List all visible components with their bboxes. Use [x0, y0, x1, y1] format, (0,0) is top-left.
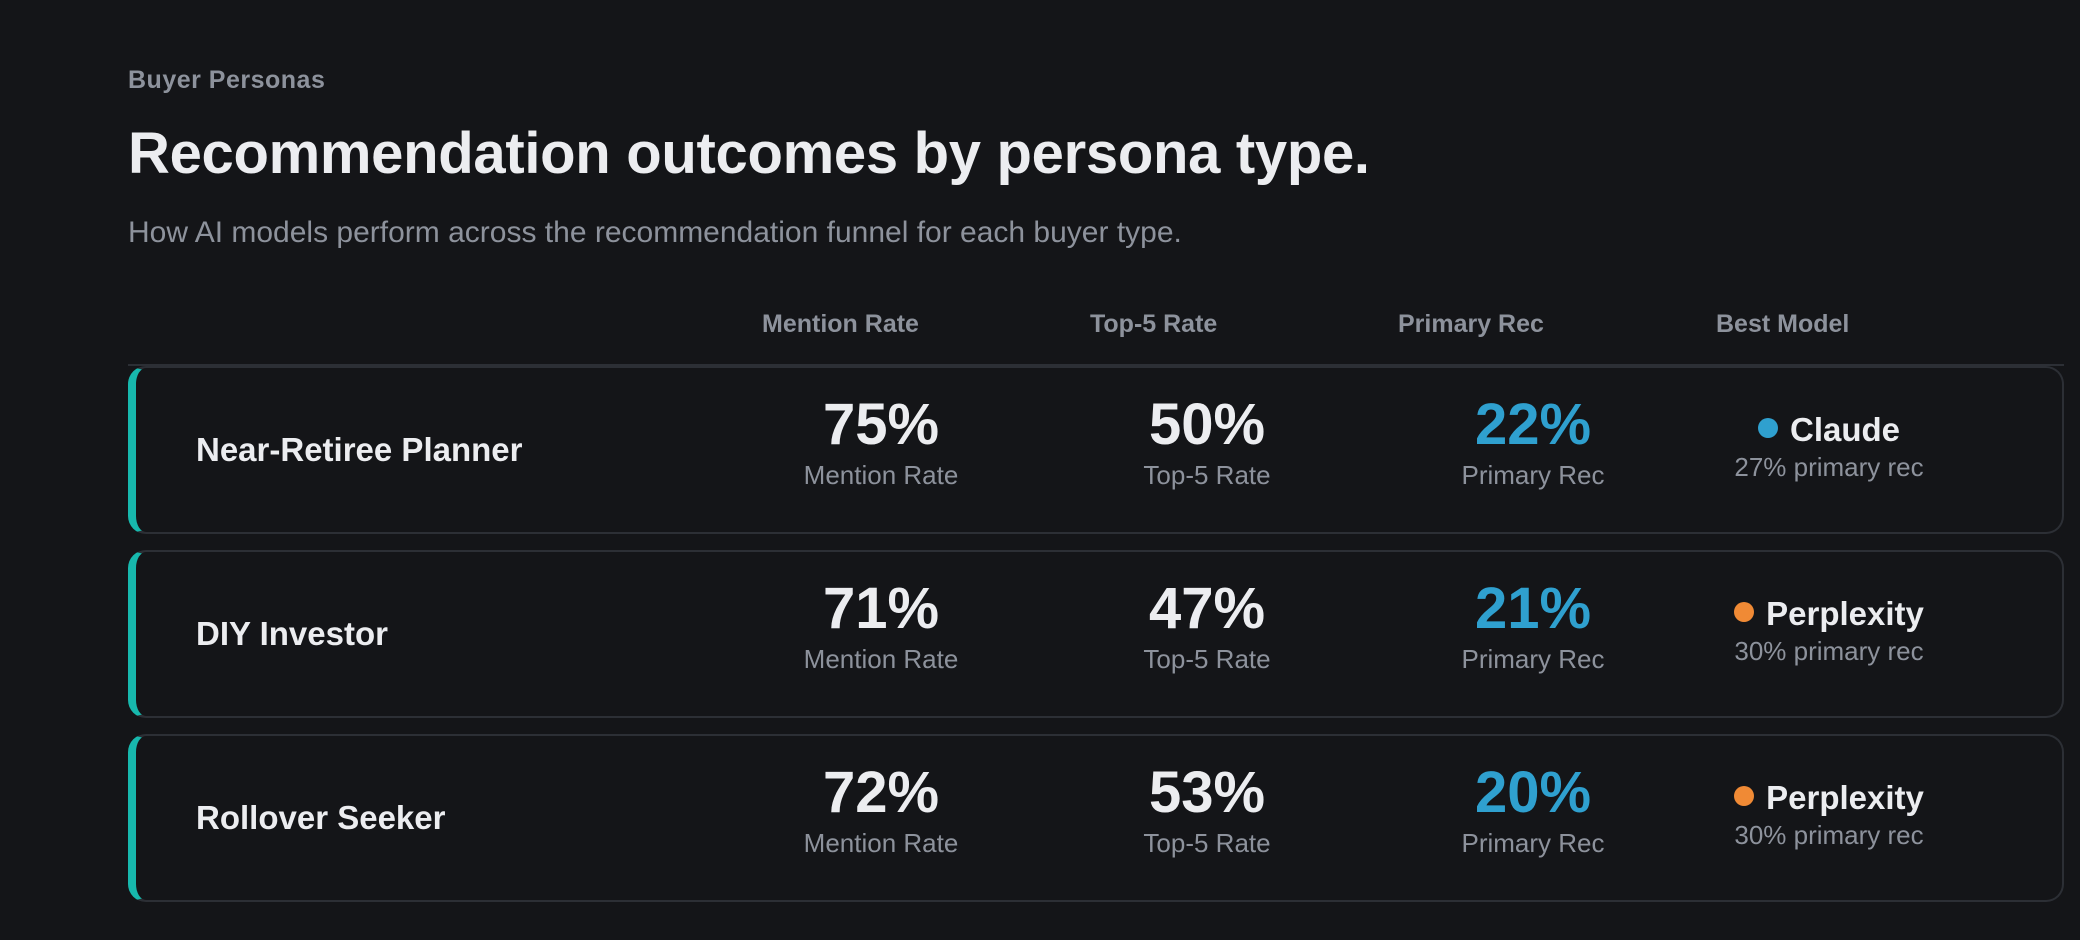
section-subtitle: How AI models perform across the recomme…: [128, 216, 1182, 249]
model-color-dot-icon: [1734, 602, 1755, 622]
primary-rec-label: Primary Rec: [1461, 644, 1605, 674]
best-model-name: Claude: [1789, 411, 1901, 448]
best-model-cell: Claude 27% primary rec: [1669, 410, 1989, 484]
mention-rate-value: 75%: [822, 392, 940, 457]
section-title: Recommendation outcomes by persona type.: [128, 121, 1370, 186]
top5-rate-value: 47%: [1148, 576, 1266, 641]
best-model-name: Perplexity: [1766, 779, 1924, 816]
column-header-top5-rate: Top-5 Rate: [1090, 310, 1218, 338]
best-model-name: Perplexity: [1766, 595, 1924, 632]
mention-rate-label: Mention Rate: [803, 644, 959, 674]
top5-rate-label: Top-5 Rate: [1143, 644, 1271, 674]
mention-rate-cell: 72% Mention Rate: [751, 760, 1011, 860]
persona-name: Rollover Seeker: [196, 799, 446, 836]
primary-rec-label: Primary Rec: [1461, 828, 1605, 858]
top5-rate-cell: 50% Top-5 Rate: [1077, 392, 1337, 492]
best-model-note: 30% primary rec: [1734, 636, 1924, 666]
best-model-cell: Perplexity 30% primary rec: [1669, 594, 1989, 668]
primary-rec-label: Primary Rec: [1461, 460, 1605, 490]
top5-rate-value: 50%: [1148, 392, 1266, 457]
top5-rate-cell: 53% Top-5 Rate: [1077, 760, 1337, 860]
primary-rec-cell: 21% Primary Rec: [1403, 576, 1663, 676]
top5-rate-label: Top-5 Rate: [1143, 460, 1271, 490]
table-header: Mention Rate Top-5 Rate Primary Rec Best…: [128, 310, 2064, 366]
top5-rate-label: Top-5 Rate: [1143, 828, 1271, 858]
best-model-note: 27% primary rec: [1734, 452, 1924, 482]
persona-row: DIY Investor 71% Mention Rate 47% Top-5 …: [128, 550, 2064, 718]
mention-rate-cell: 71% Mention Rate: [751, 576, 1011, 676]
persona-row: Rollover Seeker 72% Mention Rate 53% Top…: [128, 734, 2064, 902]
persona-name: DIY Investor: [196, 615, 388, 652]
best-model-name-line: Claude: [1669, 410, 1989, 450]
primary-rec-cell: 20% Primary Rec: [1403, 760, 1663, 860]
primary-rec-value: 22%: [1474, 392, 1592, 457]
mention-rate-label: Mention Rate: [803, 828, 959, 858]
best-model-name-line: Perplexity: [1669, 594, 1989, 634]
model-color-dot-icon: [1734, 786, 1755, 806]
primary-rec-cell: 22% Primary Rec: [1403, 392, 1663, 492]
section-eyebrow: Buyer Personas: [128, 66, 326, 94]
mention-rate-cell: 75% Mention Rate: [751, 392, 1011, 492]
persona-row: Near-Retiree Planner 75% Mention Rate 50…: [128, 366, 2064, 534]
best-model-cell: Perplexity 30% primary rec: [1669, 778, 1989, 852]
column-header-primary-rec: Primary Rec: [1398, 310, 1544, 338]
column-header-best-model: Best Model: [1716, 310, 1850, 338]
column-header-mention-rate: Mention Rate: [762, 310, 919, 338]
model-color-dot-icon: [1757, 418, 1778, 438]
top5-rate-cell: 47% Top-5 Rate: [1077, 576, 1337, 676]
persona-name: Near-Retiree Planner: [196, 431, 523, 468]
top5-rate-value: 53%: [1148, 760, 1266, 825]
best-model-note: 30% primary rec: [1734, 820, 1924, 850]
mention-rate-value: 72%: [822, 760, 940, 825]
persona-list: Near-Retiree Planner 75% Mention Rate 50…: [128, 366, 2064, 918]
best-model-name-line: Perplexity: [1669, 778, 1989, 818]
primary-rec-value: 20%: [1474, 760, 1592, 825]
mention-rate-label: Mention Rate: [803, 460, 959, 490]
primary-rec-value: 21%: [1474, 576, 1592, 641]
mention-rate-value: 71%: [822, 576, 940, 641]
